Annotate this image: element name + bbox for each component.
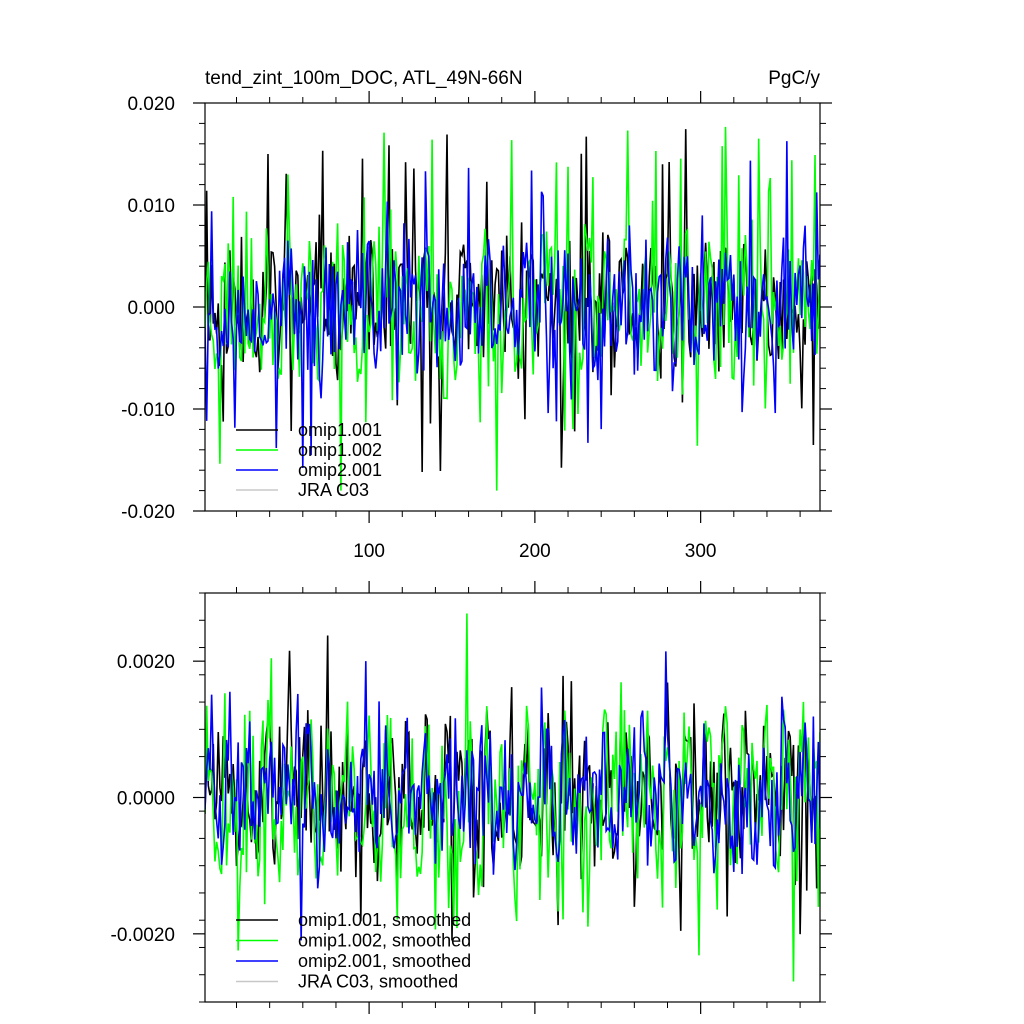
- bottom-panel-series: [205, 613, 820, 982]
- bottom-panel-axes: -0.0020 0.0000 0.0020: [111, 581, 832, 1014]
- top-ytick-label: 0.000: [127, 298, 175, 319]
- top-ytick-label: 0.010: [127, 196, 175, 217]
- top-legend-label: omip1.001: [298, 420, 382, 440]
- top-ytick-label: 0.020: [127, 94, 175, 115]
- top-panel: tend_zint_100m_DOC, ATL_49N-66N PgC/y -0…: [121, 68, 832, 562]
- top-panel-title: tend_zint_100m_DOC, ATL_49N-66N: [205, 68, 523, 89]
- top-panel-units: PgC/y: [768, 68, 820, 89]
- bottom-ytick-label: -0.0020: [111, 925, 175, 946]
- bottom-series-line-2: [205, 651, 820, 941]
- bottom-ytick-label: 0.0020: [117, 652, 175, 673]
- bottom-ytick-label: 0.0000: [117, 789, 175, 810]
- bottom-legend-label: omip2.001, smoothed: [298, 951, 471, 971]
- top-ytick-label: -0.010: [121, 400, 175, 421]
- top-legend-label: omip2.001: [298, 460, 382, 480]
- top-xtick-label: 100: [353, 541, 385, 562]
- bottom-legend-label: JRA C03, smoothed: [298, 972, 458, 992]
- top-panel-series: [205, 126, 820, 491]
- top-xtick-label: 200: [519, 541, 551, 562]
- top-legend-label: omip1.002: [298, 440, 382, 460]
- bottom-legend-label: omip1.001, smoothed: [298, 910, 471, 930]
- top-series-line-2: [205, 141, 820, 469]
- top-xtick-label: 300: [685, 541, 717, 562]
- top-panel-axes: -0.020 -0.010 0.000 0.010 0.020 100 200 300: [121, 91, 832, 562]
- bottom-legend-label: omip1.002, smoothed: [298, 931, 471, 951]
- top-ytick-label: -0.020: [121, 502, 175, 523]
- top-legend-label: JRA C03: [298, 480, 369, 500]
